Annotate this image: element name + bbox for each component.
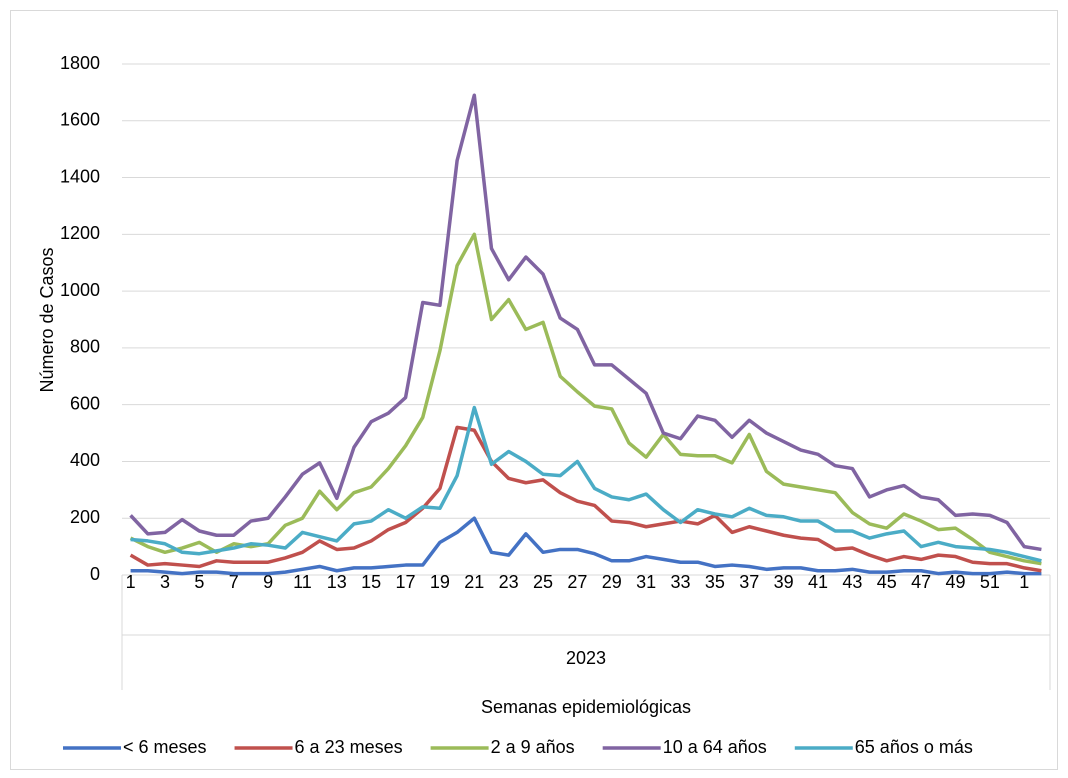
x-tick-label: 5 [194,572,204,592]
x-tick-label: 15 [361,572,381,592]
y-tick-label: 1400 [60,166,100,186]
legend-label: 10 a 64 años [663,737,767,757]
x-tick-label: 43 [842,572,862,592]
legend-label: 65 años o más [855,737,973,757]
x-tick-label: 51 [980,572,1000,592]
series-line [129,425,1042,573]
x-tick-label: 3 [160,572,170,592]
y-tick-label: 1000 [60,280,100,300]
y-tick-label: 600 [70,393,100,413]
x-tick-label: 1 [1019,572,1029,592]
x-tick-label: 47 [911,572,931,592]
y-tick-label: 0 [90,564,100,584]
x-tick-label: 25 [533,572,553,592]
x-tick-label: 1 [126,572,136,592]
x-tick-label: 35 [705,572,725,592]
x-tick-label: 45 [877,572,897,592]
x-tick-label: 23 [499,572,519,592]
series-line [129,232,1042,566]
series-line [130,516,1042,576]
x-tick-label: 29 [602,572,622,592]
x-tick-label: 21 [464,572,484,592]
legend-label: 2 a 9 años [491,737,575,757]
x-tick-label: 37 [739,572,759,592]
x-tick-label: 41 [808,572,828,592]
x-tick-label: 33 [671,572,691,592]
x-tick-label: 17 [396,572,416,592]
legend-label: < 6 meses [123,737,207,757]
x-axis-title: Semanas epidemiológicas [481,697,691,717]
y-tick-label: 1200 [60,223,100,243]
y-tick-label: 1600 [60,110,100,130]
x-tick-label: 11 [293,572,312,592]
x-tick-label: 7 [229,572,239,592]
x-tick-label: 27 [567,572,587,592]
x-tick-label: 19 [430,572,450,592]
x-tick-label: 13 [327,572,347,592]
x-tick-label: 39 [774,572,794,592]
series-line [130,405,1042,563]
x-tick-label: 49 [945,572,965,592]
x-tick-label: 9 [263,572,273,592]
series-line [129,93,1042,552]
chart-border [10,10,1058,770]
y-axis-title: Número de Casos [37,247,57,392]
y-tick-label: 800 [70,337,100,357]
legend-label: 6 a 23 meses [295,737,403,757]
x-tick-label: 31 [636,572,656,592]
y-tick-label: 1800 [60,53,100,73]
y-tick-label: 400 [70,450,100,470]
y-tick-label: 200 [70,507,100,527]
group-label: 2023 [566,648,606,668]
